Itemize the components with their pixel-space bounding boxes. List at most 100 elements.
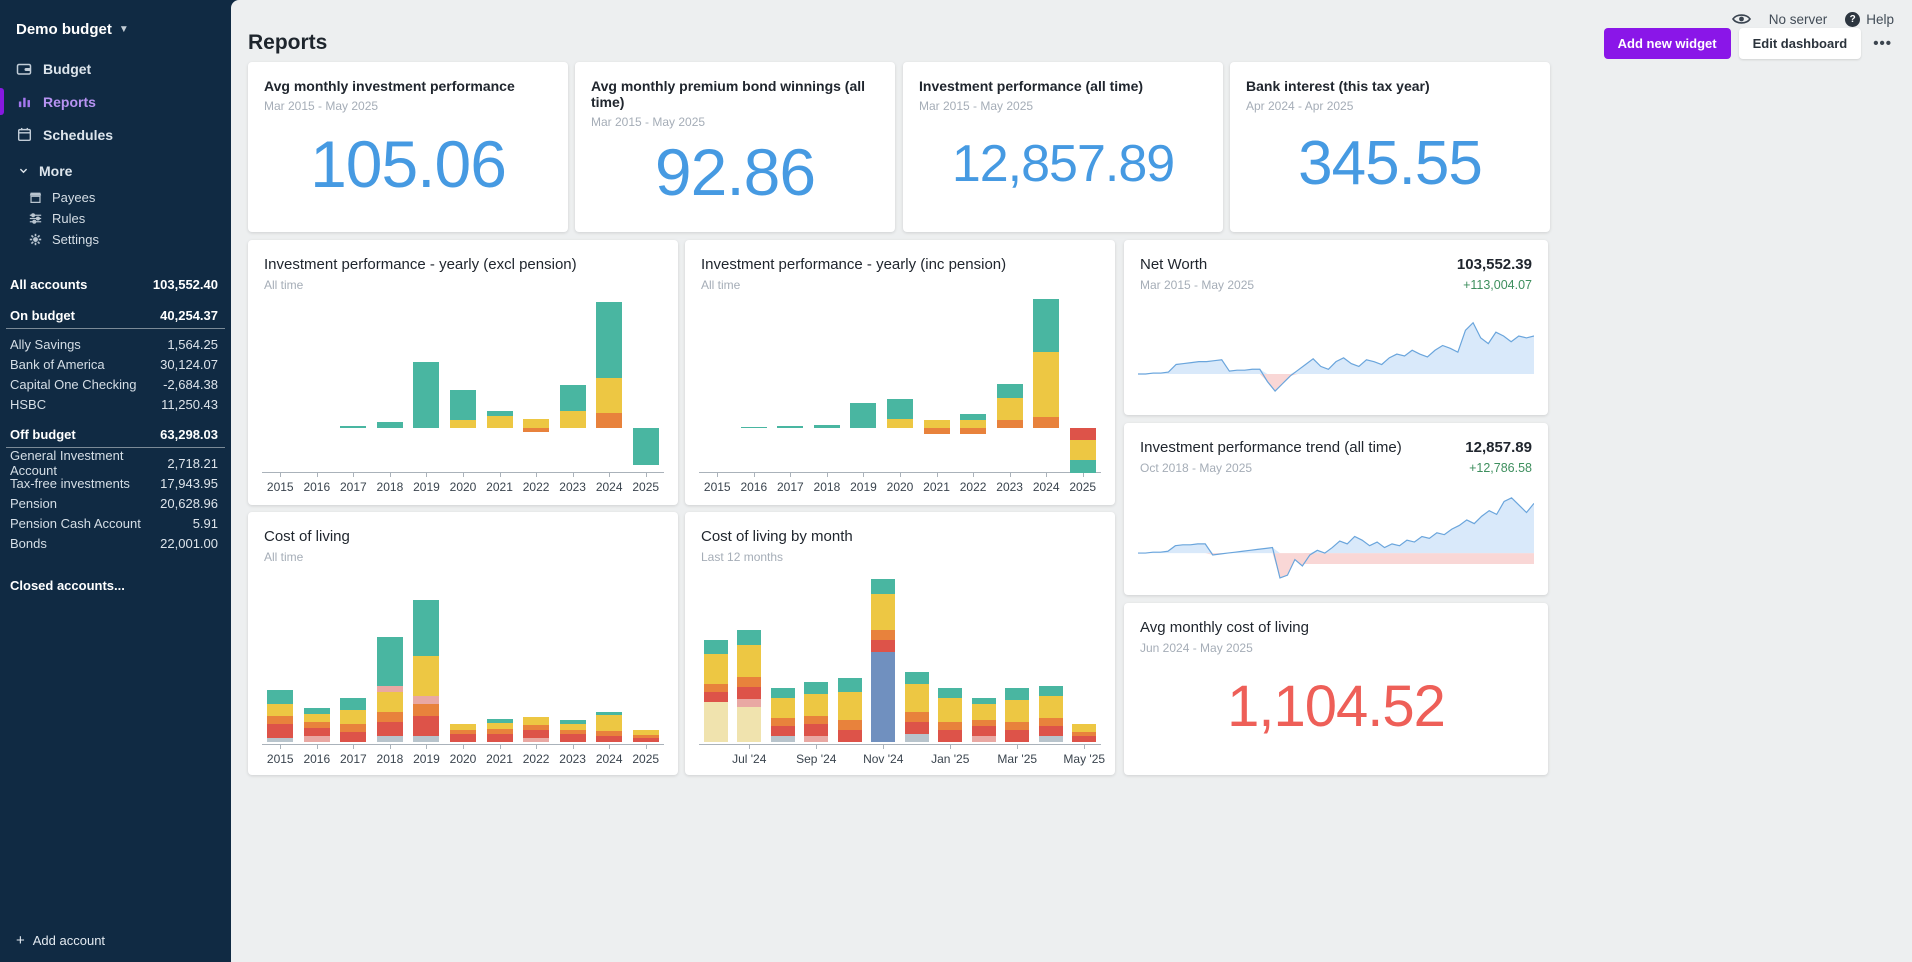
sidebar-item-schedules[interactable]: Schedules [0, 118, 231, 151]
bar-segment [267, 704, 294, 716]
sidebar-item-payees[interactable]: Payees [0, 187, 231, 208]
axis-label: 2025 [632, 752, 660, 766]
overflow-menu-icon[interactable]: ••• [1873, 34, 1892, 52]
widget-premium-bond[interactable]: Avg monthly premium bond winnings (all t… [575, 62, 895, 232]
bar-segment [938, 722, 963, 730]
bar-segment [596, 712, 623, 715]
bar-segment [737, 645, 762, 677]
account-row-tax-free[interactable]: Tax-free investments 17,943.95 [10, 475, 218, 491]
axis-label: 2016 [740, 480, 768, 494]
bar-segment [938, 688, 963, 698]
bar-segment [871, 630, 896, 640]
off-budget-label: Off budget [10, 427, 76, 442]
account-row-bank-of-america[interactable]: Bank of America 30,124.07 [10, 356, 218, 372]
all-accounts-row[interactable]: All accounts 103,552.40 [0, 274, 231, 295]
axis-tick [609, 745, 611, 749]
bar-segment [596, 302, 623, 378]
bar-segment [703, 692, 728, 702]
sidebar-item-budget[interactable]: Budget [0, 52, 231, 85]
calendar-icon [16, 127, 32, 143]
widget-avg-investment[interactable]: Avg monthly investment performance Mar 2… [248, 62, 568, 232]
edit-dashboard-button[interactable]: Edit dashboard [1738, 27, 1862, 59]
bar-segment [559, 730, 586, 734]
bar-segment [1038, 718, 1063, 726]
bar-segment [303, 714, 330, 722]
bar-segment [971, 720, 996, 726]
axis-label: 2022 [522, 752, 550, 766]
off-budget-row[interactable]: Off budget 63,298.03 [6, 426, 225, 448]
bar-segment [450, 390, 476, 420]
account-row-general-investment[interactable]: General Investment Account 2,718.21 [10, 448, 218, 478]
account-row-hsbc[interactable]: HSBC 11,250.43 [10, 396, 218, 412]
widget-investment-performance[interactable]: Investment performance (all time) Mar 20… [903, 62, 1223, 232]
widget-performance-trend[interactable]: Investment performance trend (all time) … [1124, 423, 1548, 595]
help-button[interactable]: ? Help [1845, 11, 1894, 27]
add-account-button[interactable]: + Add account [16, 931, 106, 949]
axis-label: 2019 [850, 480, 877, 494]
privacy-eye-toggle[interactable] [1731, 12, 1751, 26]
axis-tick [900, 473, 901, 477]
bar-segment [413, 600, 440, 656]
axis-label: May '25 [1063, 752, 1106, 766]
axis-tick [936, 473, 938, 477]
widget-net-worth[interactable]: Net Worth Mar 2015 - May 2025 103,552.39… [1124, 240, 1548, 415]
bar-segment [596, 413, 623, 428]
bar-segment [777, 426, 804, 428]
widget-cost-of-living[interactable]: Cost of living All time 2015 2016 2017 2018… [248, 512, 678, 775]
bar-segment [376, 686, 403, 692]
axis-tick [463, 473, 464, 477]
sidebar-item-settings[interactable]: Settings [0, 229, 231, 250]
axis-tick [645, 473, 647, 477]
widget-cost-by-month[interactable]: Cost of living by month Last 12 months J… [685, 512, 1115, 775]
metric-value: 92.86 [654, 134, 816, 209]
widget-yearly-excl-pension[interactable]: Investment performance - yearly (excl pe… [248, 240, 678, 505]
account-row-bonds[interactable]: Bonds 22,001.00 [10, 535, 218, 551]
accounts-section: All accounts 103,552.40 On budget 40,254… [0, 274, 231, 595]
widget-bank-interest[interactable]: Bank interest (this tax year) Apr 2024 -… [1230, 62, 1550, 232]
bar-segment [376, 722, 403, 736]
budget-name: Demo budget [16, 21, 112, 38]
axis-label: 2024 [595, 752, 623, 766]
widget-avg-cost-of-living[interactable]: Avg monthly cost of living Jun 2024 - Ma… [1124, 603, 1548, 775]
account-row-ally-savings[interactable]: Ally Savings 1,564.25 [10, 336, 218, 352]
axis-label: Nov '24 [863, 752, 904, 766]
bar-segment [267, 716, 294, 724]
server-status[interactable]: No server [1768, 11, 1828, 27]
axis-label: 2020 [886, 480, 914, 494]
bar-segment [1005, 730, 1030, 742]
sidebar-item-label: Payees [52, 190, 96, 205]
bar-segment [413, 736, 440, 742]
axis-tick [753, 473, 755, 477]
budget-switcher[interactable]: Demo budget ▼ [0, 0, 231, 52]
plus-icon: + [16, 931, 25, 949]
bar-segment [740, 427, 767, 428]
axis-label: 2020 [449, 480, 477, 494]
account-row-pension-cash[interactable]: Pension Cash Account 5.91 [10, 515, 218, 531]
axis-label: 2023 [559, 480, 586, 494]
bar-segment [871, 640, 896, 652]
bar-segment [523, 738, 550, 742]
bar-segment [1033, 299, 1060, 352]
sidebar-item-more[interactable]: More [0, 155, 231, 187]
bar-segment [523, 717, 550, 725]
bar-segment [837, 730, 862, 742]
bar-segment [559, 734, 586, 742]
caret-down-icon: ▼ [118, 24, 129, 35]
cost-of-living-chart: 2015 2016 2017 2018 2019 2020 2021 2022 2023 2024… [262, 579, 664, 766]
bar-segment [596, 731, 623, 736]
axis-label: 2016 [303, 480, 331, 494]
sidebar-item-label: More [39, 163, 73, 179]
closed-accounts-link[interactable]: Closed accounts... [10, 577, 125, 593]
sidebar-item-reports[interactable]: Reports [0, 85, 231, 118]
on-budget-row[interactable]: On budget 40,254.37 [6, 307, 225, 329]
add-new-widget-button[interactable]: Add new widget [1603, 27, 1731, 59]
account-row-capital-one-checking[interactable]: Capital One Checking -2,684.38 [10, 376, 218, 392]
bar-segment [703, 640, 728, 654]
store-icon [28, 191, 42, 205]
widget-yearly-inc-pension[interactable]: Investment performance - yearly (inc pen… [685, 240, 1115, 505]
bar-segment [340, 426, 367, 428]
axis-tick [572, 473, 574, 477]
bar-segment [971, 698, 996, 704]
account-row-pension[interactable]: Pension 20,628.96 [10, 495, 218, 511]
sidebar-item-rules[interactable]: Rules [0, 208, 231, 229]
